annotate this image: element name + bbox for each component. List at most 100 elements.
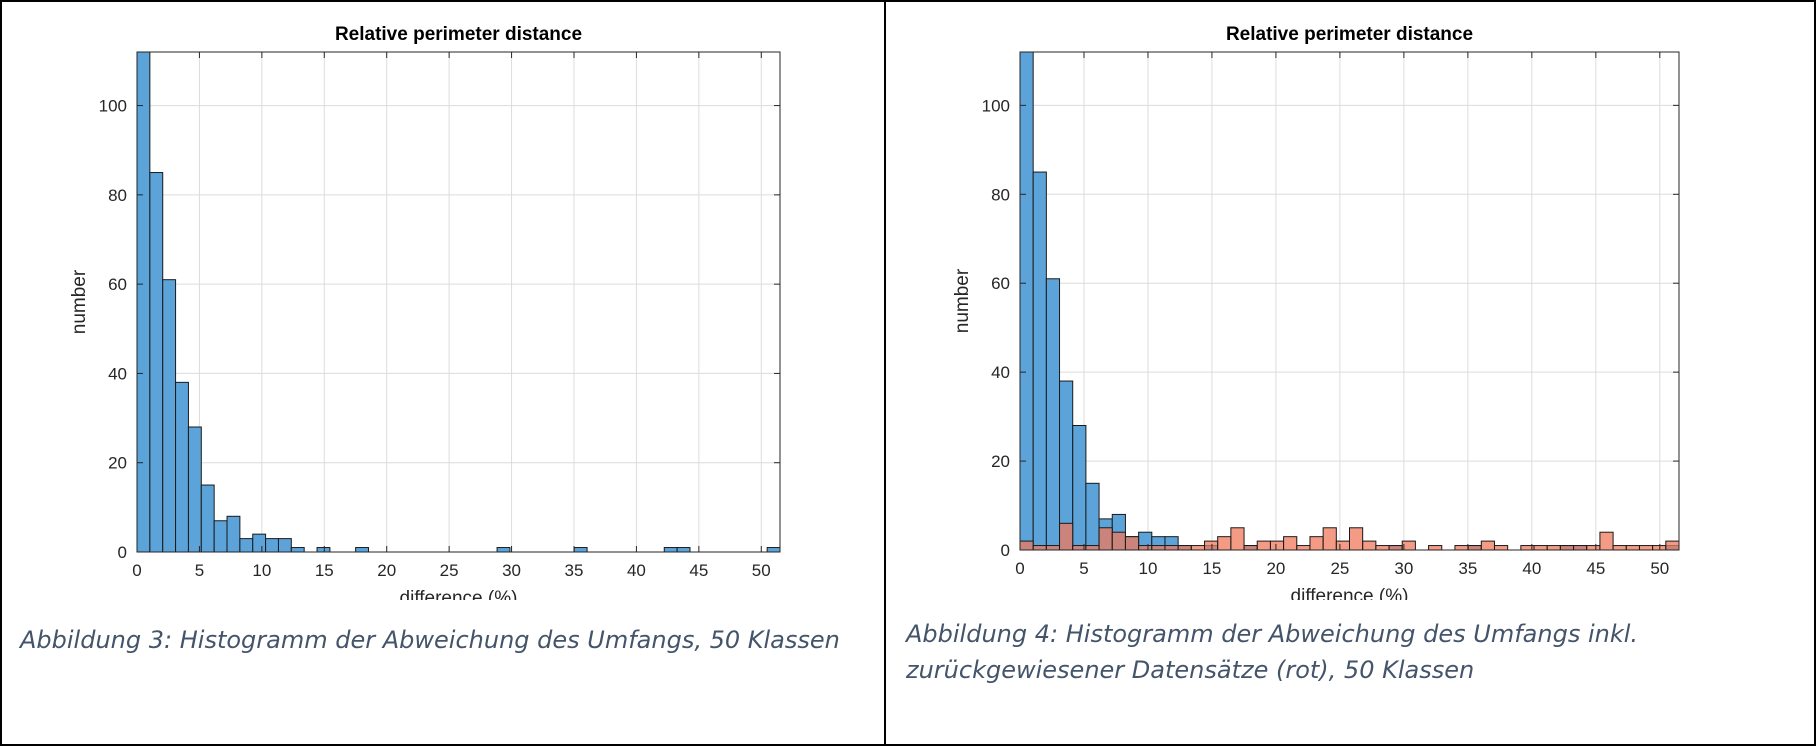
histogram-bar <box>200 484 215 553</box>
x-tick-label: 50 <box>1650 559 1669 578</box>
histogram-bar <box>239 538 254 553</box>
histogram-bar <box>1032 171 1047 551</box>
histogram-bar <box>1019 540 1034 551</box>
x-tick-label: 50 <box>752 561 771 580</box>
y-tick-label: 0 <box>118 543 127 562</box>
x-tick-label: 0 <box>132 561 141 580</box>
histogram-bar <box>1204 540 1219 551</box>
histogram-bar <box>1283 536 1298 551</box>
histogram-chart-right: 0 5 10 15 20 25 30 35 40 45 50 0 20 40 60 80 100 Relative… <box>952 24 1680 600</box>
histogram-bar <box>1151 545 1166 551</box>
histogram-bar <box>1059 522 1074 551</box>
histogram-bar <box>1480 540 1495 551</box>
histogram-bar <box>1085 482 1100 551</box>
histogram-bar <box>663 547 678 553</box>
axes-box <box>136 51 781 553</box>
x-tick-label: 5 <box>1079 559 1088 578</box>
y-tick-label: 20 <box>991 452 1010 471</box>
histogram-bar <box>1638 545 1654 551</box>
y-tick-label: 80 <box>991 185 1010 204</box>
figure-cell-right: 0 5 10 15 20 25 30 35 40 45 50 0 20 40 60 80 100 Relative… <box>886 0 1816 746</box>
histogram-bar <box>1085 545 1100 551</box>
x-tick-label: 15 <box>315 561 334 580</box>
y-axis-label: number <box>952 268 973 333</box>
histogram-bar <box>1045 545 1061 551</box>
x-tick-label: 35 <box>1458 559 1477 578</box>
histogram-bar <box>1217 536 1232 551</box>
axes-box <box>1019 51 1680 551</box>
histogram-bar <box>1243 545 1258 551</box>
histogram-bar <box>1177 545 1192 551</box>
histogram-bar <box>355 547 369 553</box>
x-tick-label: 5 <box>195 561 204 580</box>
histogram-bar <box>1388 545 1403 551</box>
histogram-bar <box>1309 536 1324 551</box>
histogram-bar <box>226 515 241 553</box>
histogram-bar <box>1612 545 1627 551</box>
histogram-bar <box>1124 536 1140 551</box>
x-tick-label: 0 <box>1015 559 1024 578</box>
histogram-bar <box>187 426 202 553</box>
histogram-bar <box>1454 545 1469 551</box>
histogram-bar <box>1296 545 1311 551</box>
x-tick-label: 25 <box>1330 559 1349 578</box>
histogram-bar <box>1625 545 1640 551</box>
plot-area <box>1020 52 1679 550</box>
histogram-bar <box>265 538 279 553</box>
histogram-bar <box>1362 540 1377 551</box>
histogram-bar <box>1599 531 1614 551</box>
y-tick-label: 40 <box>108 364 127 383</box>
figure-cell-left: 0 5 10 15 20 25 30 35 40 45 50 0 20 40 60 80 100 Relative… <box>0 0 884 746</box>
y-tick-label: 60 <box>991 274 1010 293</box>
histogram-bar <box>1652 545 1667 551</box>
chart-title: Relative perimeter distance <box>1226 24 1473 45</box>
x-tick-label: 30 <box>1394 559 1413 578</box>
histogram-bar <box>136 51 151 553</box>
histogram-bar <box>175 381 189 553</box>
x-tick-label: 10 <box>252 561 271 580</box>
figure-caption-right: Abbildung 4: Histogramm der Abweichung d… <box>906 620 1639 684</box>
histogram-bar <box>1032 545 1047 551</box>
histogram-bar <box>1349 527 1364 551</box>
histogram-bar <box>1045 278 1061 551</box>
histogram-bar <box>1111 531 1126 551</box>
histogram-bar <box>1546 545 1561 551</box>
histogram-bar <box>1665 540 1680 551</box>
histogram-bar <box>1019 51 1034 551</box>
histogram-bar <box>1256 540 1271 551</box>
x-tick-label: 45 <box>689 561 708 580</box>
histogram-bar <box>1428 545 1443 551</box>
y-tick-label: 100 <box>982 96 1010 115</box>
x-tick-label: 40 <box>1522 559 1541 578</box>
x-tick-label: 20 <box>377 561 396 580</box>
histogram-bar <box>1559 545 1575 551</box>
histogram-bar <box>1098 527 1113 551</box>
plot-area <box>137 52 780 552</box>
y-tick-label: 0 <box>1001 541 1010 560</box>
histogram-bar <box>766 547 781 553</box>
histogram-bar <box>573 547 588 553</box>
table-divider <box>884 0 886 746</box>
histogram-bar <box>277 538 292 553</box>
histogram-bar <box>1230 527 1245 551</box>
x-tick-label: 40 <box>627 561 646 580</box>
x-tick-label: 20 <box>1266 559 1285 578</box>
y-tick-label: 20 <box>108 454 127 473</box>
histogram-bar <box>1164 545 1179 551</box>
histogram-bar <box>1322 527 1337 551</box>
histogram-chart-left: 0 5 10 15 20 25 30 35 40 45 50 0 20 40 60 80 100 Relative… <box>69 24 781 600</box>
histogram-bar <box>1586 545 1601 551</box>
histogram-bar <box>1493 545 1509 551</box>
y-tick-label: 80 <box>108 186 127 205</box>
histogram-bar <box>1335 540 1351 551</box>
chart-title: Relative perimeter distance <box>335 24 582 45</box>
histogram-bar <box>1573 545 1588 551</box>
histogram-bar <box>252 533 267 553</box>
y-tick-label: 40 <box>991 363 1010 382</box>
x-tick-label: 35 <box>565 561 584 580</box>
histogram-bar <box>290 547 305 553</box>
x-axis-label: difference (%) <box>400 588 518 600</box>
y-tick-label: 60 <box>108 275 127 294</box>
histogram-bar <box>213 520 228 553</box>
figure-caption-left: Abbildung 3: Histogramm der Abweichung d… <box>20 626 840 654</box>
